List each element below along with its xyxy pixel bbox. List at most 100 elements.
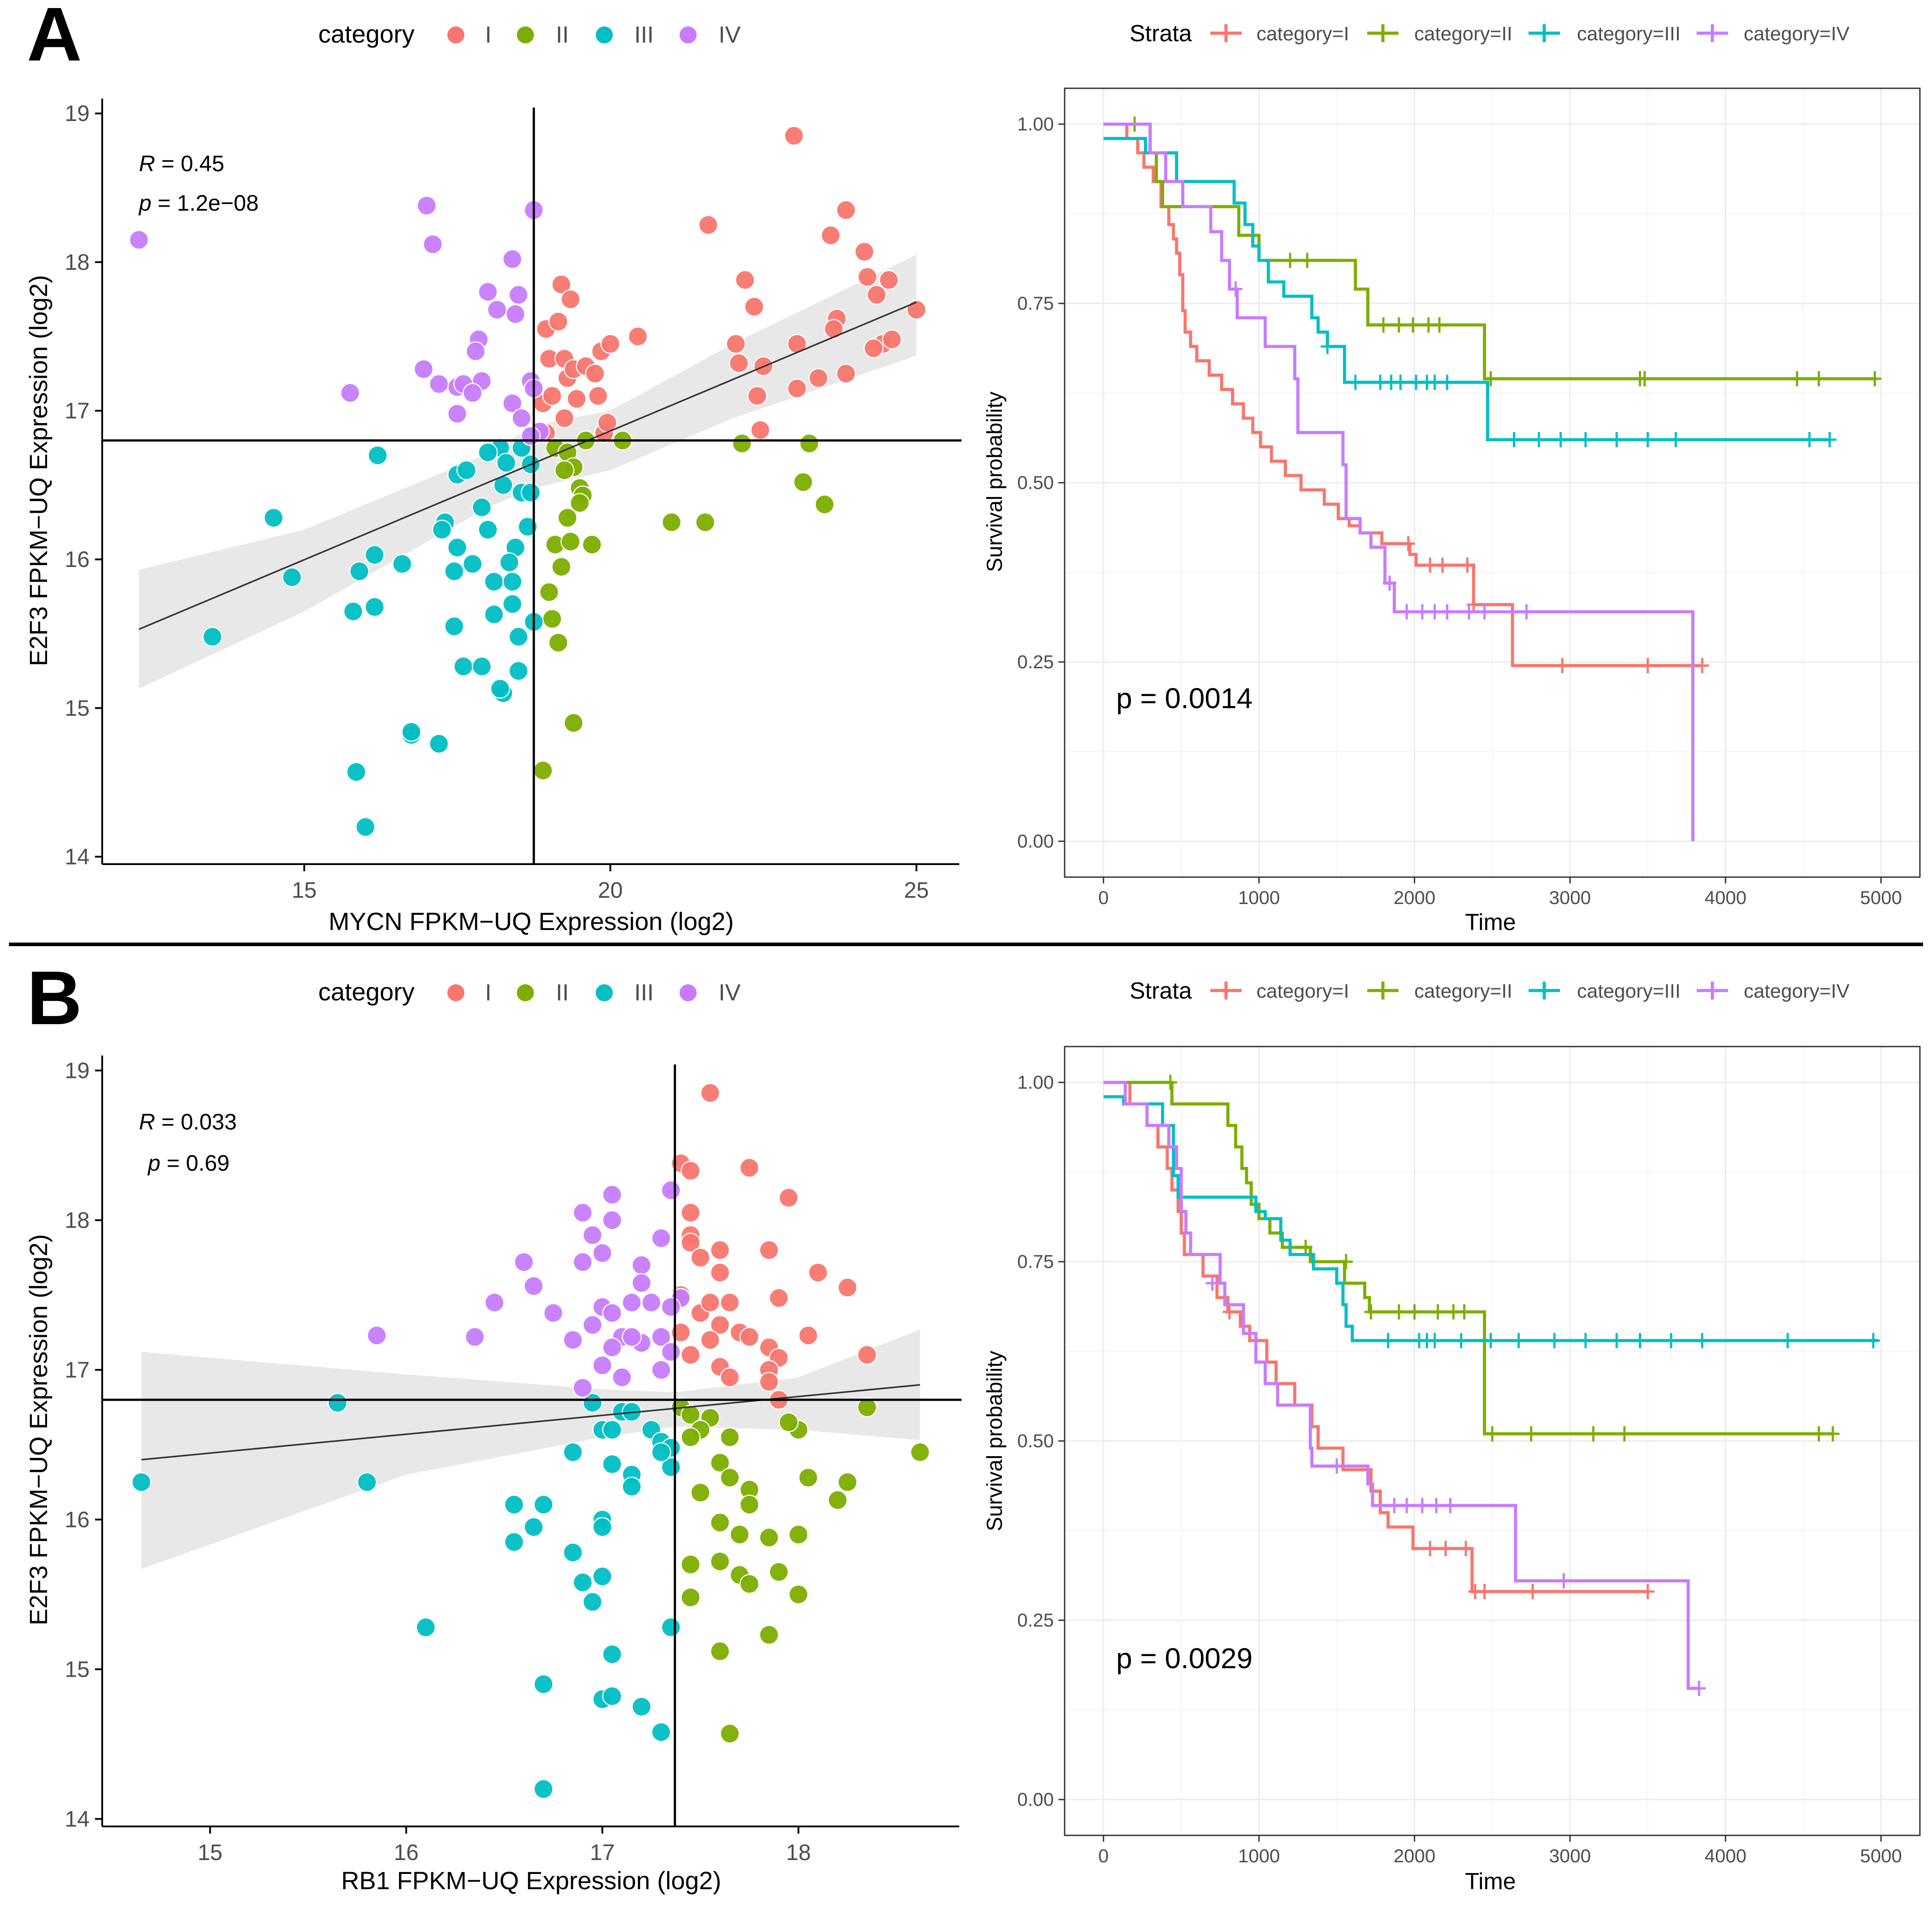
scatter-legend-title: category bbox=[318, 978, 415, 1006]
y-tick-label: 15 bbox=[65, 696, 90, 721]
x-axis-title: MYCN FPKM−UQ Expression (log2) bbox=[329, 907, 734, 935]
survival-plot-area: 0 1000 2000 3000 4000 5000 0.00 0.25 0.50 0.75 1.0… bbox=[1017, 87, 1921, 908]
data-point-category-i bbox=[836, 363, 856, 384]
data-point-category-ii bbox=[680, 1554, 701, 1575]
data-point-category-iii bbox=[432, 519, 452, 540]
data-point-category-i bbox=[600, 333, 620, 354]
data-point-category-iv bbox=[340, 383, 360, 403]
data-point-category-iii bbox=[355, 817, 376, 837]
data-point-category-i bbox=[769, 1288, 789, 1308]
data-point-category-iv bbox=[484, 1292, 505, 1313]
y-tick-label: 0.00 bbox=[1017, 1789, 1054, 1810]
data-point-category-ii bbox=[729, 1524, 750, 1545]
data-point-category-i bbox=[680, 1345, 701, 1365]
data-point-category-iv bbox=[478, 281, 498, 302]
data-point-category-iii bbox=[264, 508, 284, 528]
data-point-category-iii bbox=[282, 567, 302, 588]
data-point-category-iii bbox=[327, 1393, 348, 1413]
y-tick-label: 17 bbox=[65, 1357, 90, 1382]
data-point-category-ii bbox=[548, 632, 568, 653]
plot-panel-border bbox=[1064, 1046, 1921, 1836]
x-tick-label: 2000 bbox=[1394, 887, 1435, 908]
data-point-category-iii bbox=[520, 482, 541, 503]
data-point-category-iii bbox=[517, 516, 538, 537]
data-point-category-i bbox=[784, 125, 804, 146]
data-point-category-ii bbox=[739, 1574, 760, 1594]
data-point-category-iii bbox=[401, 722, 421, 742]
data-point-category-i bbox=[779, 1188, 799, 1208]
data-point-category-iii bbox=[524, 1517, 544, 1537]
data-point-category-iii bbox=[490, 679, 510, 699]
y-tick-label: 0.50 bbox=[1017, 472, 1054, 493]
data-point-category-iv bbox=[416, 195, 437, 216]
legend-label-category-ii: category=II bbox=[1414, 23, 1512, 45]
data-point-category-ii bbox=[837, 1472, 858, 1493]
data-point-category-i bbox=[836, 200, 856, 220]
data-point-category-iv bbox=[661, 1180, 681, 1200]
data-point-category-i bbox=[808, 1263, 828, 1283]
data-point-category-ii bbox=[582, 534, 602, 555]
data-point-category-ii bbox=[560, 532, 581, 552]
y-tick-label: 18 bbox=[65, 250, 90, 275]
data-point-category-i bbox=[719, 1367, 740, 1388]
data-point-category-ii bbox=[710, 1641, 730, 1661]
data-point-category-i bbox=[680, 1160, 701, 1181]
x-tick-label: 15 bbox=[292, 878, 317, 903]
data-point-category-iv bbox=[622, 1292, 642, 1313]
x-axis-title: Time bbox=[1465, 1869, 1516, 1895]
data-point-category-iii bbox=[602, 1686, 622, 1706]
data-point-category-iii bbox=[651, 1442, 671, 1462]
data-point-category-ii bbox=[793, 472, 813, 492]
data-point-category-ii bbox=[563, 713, 584, 733]
data-point-category-ii bbox=[690, 1482, 710, 1503]
data-point-category-iii bbox=[502, 571, 523, 592]
data-point-category-ii bbox=[680, 1587, 701, 1608]
data-point-category-iii bbox=[533, 1674, 554, 1694]
data-point-category-iv bbox=[602, 1210, 622, 1230]
legend-label-category-iv: category=IV bbox=[1744, 980, 1850, 1002]
data-point-category-iii bbox=[592, 1566, 612, 1587]
data-point-category-ii bbox=[539, 582, 559, 602]
x-tick-label: 3000 bbox=[1549, 1845, 1591, 1866]
data-point-category-iii bbox=[131, 1472, 152, 1493]
x-tick-label: 5000 bbox=[1860, 1845, 1902, 1866]
y-tick-label: 0.00 bbox=[1017, 831, 1054, 852]
y-tick-label: 0.25 bbox=[1017, 1609, 1054, 1631]
x-tick-label: 16 bbox=[394, 1840, 419, 1865]
data-point-category-iii bbox=[346, 762, 367, 782]
data-point-category-i bbox=[671, 1322, 691, 1343]
data-point-category-i bbox=[554, 408, 575, 428]
data-point-category-iii bbox=[472, 497, 492, 518]
data-point-category-ii bbox=[827, 1490, 848, 1510]
data-point-category-iv bbox=[487, 299, 507, 320]
data-point-category-iii bbox=[392, 554, 412, 574]
legend-label-i: I bbox=[485, 22, 491, 48]
data-point-category-ii bbox=[910, 1442, 930, 1462]
data-point-category-ii bbox=[759, 1527, 779, 1548]
data-point-category-i bbox=[744, 297, 764, 317]
data-point-category-iv bbox=[661, 1297, 681, 1317]
data-point-category-iv bbox=[505, 304, 526, 324]
data-point-category-i bbox=[567, 389, 587, 409]
data-point-category-ii bbox=[769, 1562, 789, 1582]
data-point-category-iii bbox=[478, 519, 498, 540]
data-point-category-i bbox=[680, 1203, 701, 1223]
data-point-category-iii bbox=[447, 537, 468, 558]
data-point-category-iv bbox=[367, 1325, 387, 1346]
data-point-category-iii bbox=[463, 554, 483, 574]
data-point-category-i bbox=[820, 225, 841, 246]
x-tick-label: 4000 bbox=[1705, 887, 1746, 908]
y-tick-label: 14 bbox=[65, 844, 90, 869]
legend-label-category-iii: category=III bbox=[1577, 980, 1681, 1002]
data-point-category-i bbox=[698, 215, 719, 235]
y-axis-title: Survival probability bbox=[983, 392, 1007, 572]
data-point-category-iv bbox=[502, 249, 523, 269]
data-point-category-iii bbox=[368, 445, 388, 466]
data-point-category-iii bbox=[478, 442, 498, 463]
x-tick-label: 2000 bbox=[1394, 1845, 1435, 1866]
data-point-category-iv bbox=[631, 1273, 652, 1293]
data-point-category-iii bbox=[472, 656, 492, 677]
data-point-category-ii bbox=[710, 1551, 730, 1572]
data-point-category-iv bbox=[447, 403, 468, 424]
